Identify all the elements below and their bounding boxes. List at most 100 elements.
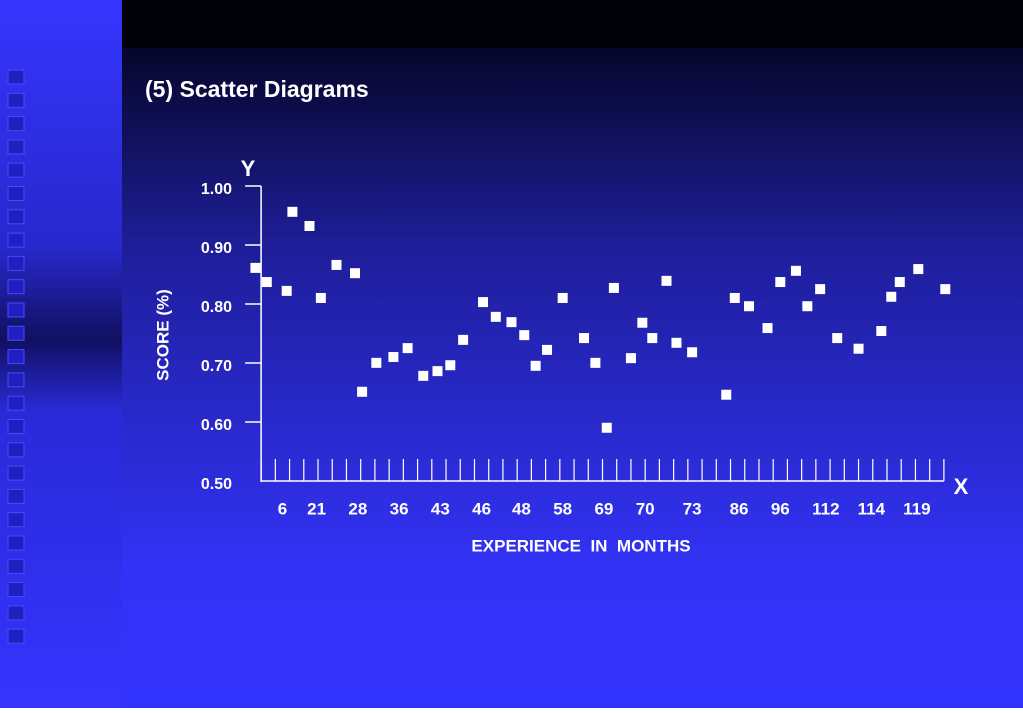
- scatter-point: [729, 292, 740, 303]
- decor-square: [7, 325, 25, 341]
- x-tick-label: 48: [512, 499, 531, 518]
- scatter-point: [506, 317, 517, 328]
- x-tick-label: 96: [771, 499, 790, 518]
- scatter-point: [250, 262, 261, 273]
- scatter-point: [671, 337, 682, 348]
- scatter-point: [608, 282, 619, 293]
- decor-square: [7, 395, 25, 411]
- decor-square: [7, 582, 25, 598]
- decor-square: [7, 419, 25, 434]
- y-tick-label: 0.90: [201, 240, 232, 257]
- scatter-point: [815, 284, 826, 295]
- slide-title: (5) Scatter Diagrams: [145, 76, 369, 102]
- scatter-point: [315, 292, 326, 303]
- x-tick-label: 43: [431, 499, 450, 518]
- scatter-point: [775, 277, 786, 288]
- x-tick-label: 46: [472, 499, 491, 518]
- x-tick-label: 73: [683, 499, 702, 518]
- scatter-point: [287, 206, 298, 217]
- decor-square: [7, 442, 25, 458]
- decor-squares: [7, 69, 25, 644]
- decor-square: [7, 349, 25, 365]
- y-tick-label: 0.70: [201, 358, 232, 375]
- scatter-point: [886, 291, 897, 302]
- x-axis-label: EXPERIENCE IN MONTHS: [471, 536, 690, 555]
- x-tick-label: 112: [812, 499, 839, 518]
- x-tick-label: 28: [348, 499, 367, 518]
- decor-square: [7, 279, 25, 295]
- scatter-point: [281, 285, 292, 296]
- y-tick-label: 1.00: [201, 181, 232, 198]
- decor-square: [7, 302, 25, 318]
- scatter-point: [261, 277, 272, 288]
- scatter-point: [349, 268, 360, 279]
- scatter-point: [625, 353, 636, 364]
- scatter-point: [853, 343, 864, 354]
- scatter-point: [418, 370, 429, 381]
- scatter-point: [762, 323, 773, 334]
- scatter-point: [530, 360, 541, 371]
- decor-square: [7, 535, 25, 551]
- scatter-point: [940, 284, 951, 295]
- scatter-point: [590, 357, 601, 368]
- scatter-point: [687, 347, 698, 358]
- scatter-point: [647, 333, 658, 344]
- decor-square: [7, 139, 25, 155]
- y-tick-label: 0.50: [201, 476, 232, 493]
- y-axis-letter: Y: [241, 156, 256, 181]
- scatter-point: [802, 301, 813, 312]
- y-tick-label: 0.80: [201, 299, 232, 316]
- scatter-point: [478, 297, 489, 308]
- decor-square: [7, 628, 25, 644]
- scatter-point: [557, 292, 568, 303]
- y-tick-label: 0.60: [201, 417, 232, 434]
- decor-square: [7, 372, 25, 388]
- y-axis-label: SCORE (%): [153, 289, 172, 381]
- scatter-point: [913, 264, 924, 275]
- decor-square: [7, 465, 25, 481]
- scatter-point: [388, 351, 399, 362]
- x-tick-label: 119: [903, 499, 930, 518]
- scatter-point: [721, 389, 732, 400]
- scatter-point: [832, 333, 843, 344]
- decor-square: [7, 186, 25, 201]
- scatter-point: [357, 386, 368, 397]
- scatter-point: [445, 360, 456, 371]
- scatter-point: [744, 301, 755, 312]
- decor-square: [7, 209, 25, 225]
- x-tick-label: 58: [553, 499, 572, 518]
- scatter-point: [661, 275, 672, 286]
- top-band: [122, 0, 1023, 48]
- x-tick-label: 21: [307, 499, 326, 518]
- scatter-point: [304, 220, 315, 231]
- decor-square: [7, 232, 25, 248]
- scatter-point: [579, 333, 590, 344]
- scatter-point: [542, 344, 553, 355]
- scatter-point: [371, 357, 382, 368]
- decor-square: [7, 488, 25, 504]
- x-tick-label: 70: [636, 499, 655, 518]
- scatter-point: [402, 343, 413, 354]
- decor-square: [7, 92, 25, 108]
- scatter-point: [637, 317, 648, 328]
- scatter-point: [894, 277, 905, 288]
- scatter-point: [601, 422, 612, 433]
- decor-square: [7, 116, 25, 132]
- decor-square: [7, 605, 25, 621]
- scatter-point: [331, 259, 342, 270]
- scatter-point: [790, 265, 801, 276]
- decor-square: [7, 558, 25, 574]
- x-tick-label: 86: [730, 499, 749, 518]
- x-tick-label: 114: [858, 499, 886, 518]
- scatter-point: [490, 311, 501, 322]
- decor-square: [7, 512, 25, 528]
- decor-square: [7, 162, 25, 178]
- x-tick-label: 69: [594, 499, 613, 518]
- decor-square: [7, 69, 25, 85]
- scatter-point: [432, 366, 443, 377]
- x-tick-label: 6: [278, 499, 287, 518]
- x-tick-label: 36: [390, 499, 409, 518]
